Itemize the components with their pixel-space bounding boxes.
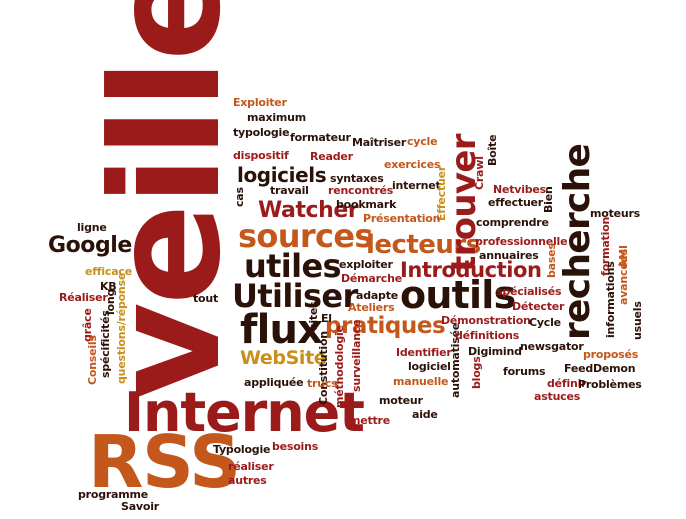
word-realiser-small: réaliser — [228, 460, 274, 473]
word-exploiter-1: Exploiter — [233, 96, 287, 109]
word-feeddemon: FeedDemon — [564, 362, 636, 375]
word-ami: AMI — [617, 245, 630, 268]
word-appliquee: appliquée — [244, 376, 304, 389]
word-introduction: Introduction — [400, 258, 542, 282]
word-specificites: spécificités — [99, 310, 112, 378]
word-effectuer-small: effectuer — [488, 196, 544, 209]
word-cycle-2: Cycle — [529, 316, 561, 329]
word-bookmark: bookmark — [336, 198, 397, 211]
word-utiles: utiles — [244, 247, 342, 285]
word-digimind: Digimind — [468, 345, 522, 358]
word-specialises: spécialisés — [496, 285, 562, 298]
word-manuelle: manuelle — [393, 375, 449, 388]
word-website: WebSite — [240, 347, 327, 369]
word-usuels: usuels — [631, 301, 644, 340]
word-constitution: Constitution — [317, 331, 330, 405]
word-ligne: ligne — [77, 221, 107, 234]
word-problemes: Problèmes — [578, 378, 642, 391]
word-demonstration: Démonstration — [441, 314, 531, 327]
word-efficace: efficace — [85, 265, 132, 278]
word-crawl: Crawl — [473, 156, 486, 190]
word-sources: sources — [238, 217, 373, 255]
word-comprendre: comprendre — [476, 216, 549, 229]
word-besoins: besoins — [272, 440, 319, 453]
word-rss: RSS — [88, 420, 241, 504]
word-autres: autres — [228, 474, 267, 487]
word-pratiques: pratiques — [325, 313, 446, 339]
word-bases: bases — [545, 243, 558, 278]
word-forums: forums — [503, 365, 546, 378]
word-identifier: Identifier — [396, 346, 452, 359]
word-blogs: blogs — [470, 356, 483, 389]
word-proposes: proposés — [583, 348, 639, 361]
word-ateliers: Ateliers — [348, 301, 395, 314]
word-trucs: trucs — [307, 377, 338, 390]
word-programme: programme — [78, 488, 148, 501]
word-lecteurs: lecteurs — [366, 230, 481, 260]
word-professionnelle: professionnelle — [475, 235, 568, 248]
word-logiciels: logiciels — [237, 163, 327, 187]
word-bien: Bien — [542, 186, 555, 213]
word-realiser: Réaliser — [59, 291, 108, 304]
word-flux: flux — [240, 307, 323, 353]
word-savoir: Savoir — [121, 500, 159, 513]
word-moteur: moteur — [379, 394, 423, 407]
word-astuces: astuces — [534, 390, 581, 403]
word-watcher: Watcher — [258, 198, 359, 223]
word-newsgator: newsgator — [520, 340, 584, 353]
word-definir: définir — [547, 377, 587, 390]
word-cas: cas — [233, 187, 246, 207]
word-maximum: maximum — [247, 111, 306, 124]
word-annuaires: annuaires — [479, 249, 539, 262]
word-cycle-1: cycle — [407, 135, 438, 148]
word-kb: KB — [100, 280, 117, 293]
word-presentation: Présentation — [363, 212, 441, 225]
word-methodologie: méthodologie — [333, 325, 346, 408]
word-informations: informations — [604, 261, 617, 338]
word-reader: Reader — [310, 150, 353, 163]
word-travail: travail — [270, 184, 309, 197]
word-boite: Boîte — [486, 134, 499, 166]
word-adapte: adapte — [356, 289, 398, 302]
word-logiciel: logiciel — [408, 360, 451, 373]
word-moteurs: moteurs — [590, 207, 641, 220]
word-outils: outils — [400, 273, 516, 317]
word-internet: Internet — [124, 381, 365, 444]
word-mettre: mettre — [349, 414, 391, 427]
word-google: Google — [48, 233, 132, 258]
word-netvibes: Netvibes — [493, 183, 546, 196]
word-conseils: Conseils — [86, 335, 99, 385]
word-maitriser: Maîtriser — [352, 136, 407, 149]
word-tout: tout — [193, 292, 219, 305]
word-typologie-cap: Typologie — [213, 443, 271, 456]
word-syntaxes: syntaxes — [330, 172, 384, 185]
word-trouver: trouver — [444, 134, 484, 272]
word-aide: aide — [412, 408, 438, 421]
word-detecter: Détecter — [512, 300, 565, 313]
word-exploiter-2: exploiter — [339, 258, 393, 271]
word-rencontres: rencontrés — [328, 184, 394, 197]
word-demarche: Démarche — [341, 272, 402, 285]
word-el: El — [321, 312, 332, 325]
word-formateur: formateur — [290, 131, 351, 144]
word-dispositif: dispositif — [233, 149, 289, 162]
word-typologie: typologie — [233, 126, 290, 139]
word-utiliser: Utiliser — [232, 277, 358, 315]
word-questions-reponse: questions/réponse — [115, 272, 128, 384]
word-exercices: exercices — [384, 158, 441, 171]
word-definitions: définitions — [455, 329, 520, 342]
word-surveillance: surveillance — [350, 319, 363, 392]
word-internet-small: internet — [392, 179, 441, 192]
word-sites: sites — [307, 301, 320, 330]
